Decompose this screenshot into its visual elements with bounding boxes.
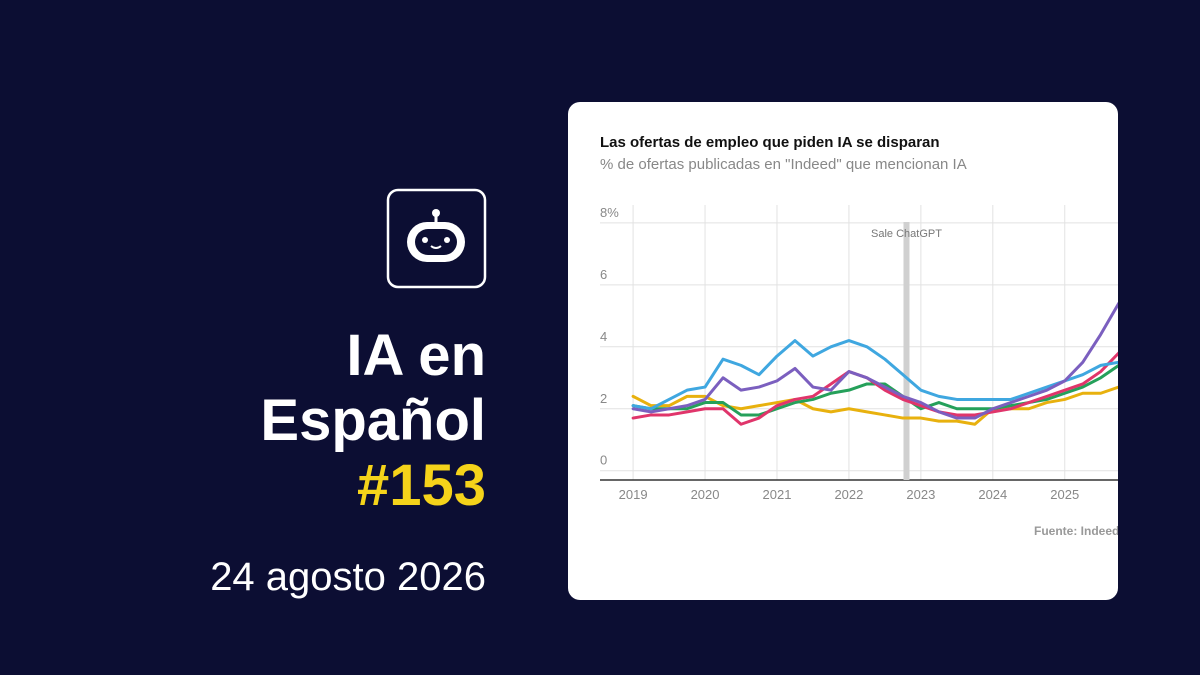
date: 24 agosto 2026 (210, 555, 486, 599)
series-line (631, 301, 1118, 420)
x-tick-label: 2025 (1050, 487, 1079, 502)
x-tick-label: 2020 (691, 487, 720, 502)
annotation-band (903, 222, 910, 480)
x-tick-label: 2021 (763, 487, 792, 502)
source: Fuente: Indeed (1034, 524, 1119, 538)
chart: Las ofertas de empleo que piden IA se di… (600, 134, 1119, 538)
issue-number: #153 (357, 453, 486, 518)
robot-icon (386, 188, 487, 289)
x-tick-label: 2024 (978, 487, 1007, 502)
series-line (631, 339, 1118, 411)
x-tick-label: 2023 (906, 487, 935, 502)
chart-subtitle: % de ofertas publicadas en "Indeed" que … (600, 156, 967, 173)
y-tick-label: 0 (600, 453, 607, 468)
annotation-label: Sale ChatGPT (871, 228, 942, 240)
title-line: Español (260, 388, 486, 453)
y-tick-label: 8% (600, 205, 619, 220)
title-line: IA en (346, 323, 486, 388)
series-line (631, 385, 1118, 426)
y-tick-label: 2 (600, 391, 607, 406)
chart-title: Las ofertas de empleo que piden IA se di… (600, 134, 940, 151)
x-tick-label: 2019 (619, 487, 648, 502)
x-tick-label: 2022 (834, 487, 863, 502)
y-tick-label: 4 (600, 329, 607, 344)
y-tick-label: 6 (600, 267, 607, 282)
